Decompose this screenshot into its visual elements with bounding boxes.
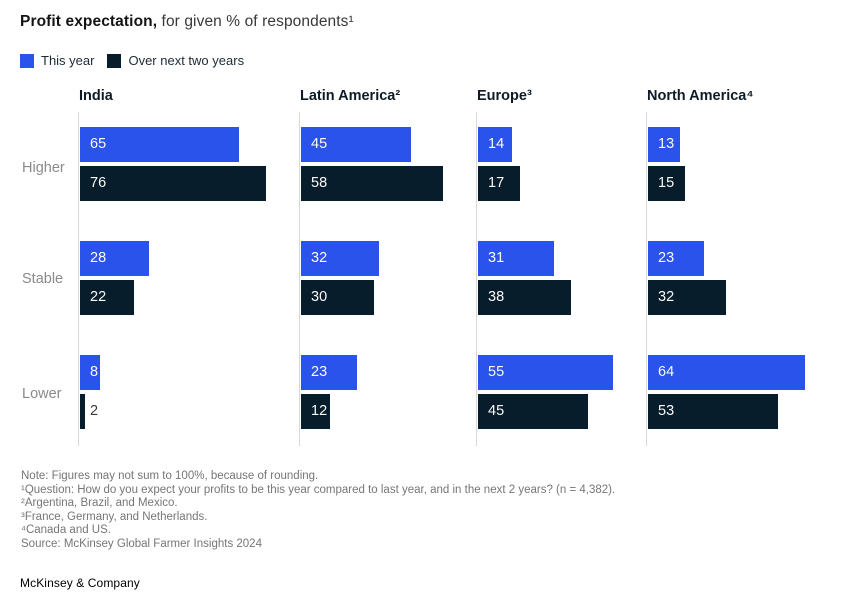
bar-value-label: 14	[488, 136, 505, 152]
bar-value-label: 32	[311, 250, 328, 266]
bar-this-year: 45	[301, 127, 411, 162]
legend-item-this-year: This year	[20, 53, 94, 68]
panel-europe: Europe³ 14 17 31 38 55 45	[476, 88, 646, 446]
bar-value-label: 64	[658, 364, 675, 380]
bar-value-label: 15	[658, 175, 675, 191]
footnote-source: Source: McKinsey Global Farmer Insights …	[21, 537, 262, 550]
bar-value-label: 38	[488, 289, 505, 305]
bar-group-latam-stable: 32 30	[301, 241, 476, 315]
bar-value-label: 23	[311, 364, 328, 380]
bar-value-label: 55	[488, 364, 505, 380]
bar-this-year: 23	[648, 241, 704, 276]
legend-label-this-year: This year	[41, 53, 95, 68]
bar-this-year: 55	[478, 355, 613, 390]
panel-header-latin-america: Latin America²	[300, 88, 401, 104]
bar-next-two-years: 15	[648, 166, 685, 201]
bar-group-na-lower: 64 53	[648, 355, 847, 429]
bar-group-india-higher: 65 76	[80, 127, 299, 201]
footnote-2: ²Argentina, Brazil, and Mexico.	[21, 497, 178, 509]
bar-group-na-higher: 13 15	[648, 127, 847, 201]
bar-group-latam-lower: 23 12	[301, 355, 476, 429]
footnote-4: ⁴Canada and US.	[21, 524, 111, 536]
bar-value-label: 23	[658, 250, 675, 266]
bar-value-label: 12	[311, 403, 328, 419]
bar-this-year: 31	[478, 241, 554, 276]
legend-swatch-next-two-years-icon	[107, 53, 122, 68]
bar-this-year: 13	[648, 127, 680, 162]
bar-group-india-stable: 28 22	[80, 241, 299, 315]
bar-value-label: 8	[90, 364, 99, 380]
bar-value-label: 13	[658, 136, 675, 152]
bar-group-europe-higher: 14 17	[478, 127, 646, 201]
bar-next-two-years: 17	[478, 166, 520, 201]
panel-header-europe: Europe³	[477, 88, 532, 104]
bar-this-year: 65	[80, 127, 239, 162]
row-label-higher: Higher	[22, 160, 65, 176]
bar-group-latam-higher: 45 58	[301, 127, 476, 201]
mckinsey-logo: McKinsey & Company	[20, 576, 140, 590]
bar-value-label: 2	[90, 403, 99, 419]
bar-this-year: 64	[648, 355, 805, 390]
footnote-3: ³France, Germany, and Netherlands.	[21, 510, 208, 523]
bar-value-label: 17	[488, 175, 505, 191]
bar-next-two-years: 22	[80, 280, 134, 315]
bar-next-two-years: 53	[648, 394, 778, 429]
bar-next-two-years: 76	[80, 166, 266, 201]
bar-value-label: 22	[90, 289, 107, 305]
panel-latin-america: Latin America² 45 58 32 30 23 12	[299, 88, 476, 446]
bar-group-europe-lower: 55 45	[478, 355, 646, 429]
bar-group-na-stable: 23 32	[648, 241, 847, 315]
bar-this-year: 14	[478, 127, 512, 162]
bar-this-year: 23	[301, 355, 357, 390]
legend-swatch-this-year-icon	[20, 53, 34, 68]
bar-this-year: 32	[301, 241, 379, 276]
bar-group-india-lower: 8 2	[80, 355, 299, 429]
page-title: Profit expectation, for given % of respo…	[20, 13, 354, 31]
bar-value-label: 53	[658, 403, 675, 419]
bar-next-two-years: 58	[301, 166, 443, 201]
row-label-stable: Stable	[22, 271, 64, 287]
legend-item-next-two-years: Over next two years	[107, 53, 244, 68]
bar-value-label: 30	[311, 289, 328, 305]
bar-value-label: 58	[311, 175, 328, 191]
row-label-lower: Lower	[22, 386, 62, 402]
bar-this-year: 8	[80, 355, 100, 390]
bar-value-label: 45	[488, 403, 505, 419]
bar-value-label: 32	[658, 289, 675, 305]
panel-header-north-america: North America⁴	[647, 88, 754, 104]
bar-group-europe-stable: 31 38	[478, 241, 646, 315]
footnote-note: Note: Figures may not sum to 100%, becau…	[21, 470, 319, 482]
legend: This year Over next two years	[20, 53, 244, 68]
page-title-subtext: for given % of respondents¹	[157, 13, 354, 30]
bar-value-label: 76	[90, 175, 107, 191]
panel-india: India 65 76 28 22 8 2	[78, 88, 299, 446]
bar-value-label: 65	[90, 136, 107, 152]
bar-next-two-years: 45	[478, 394, 588, 429]
bar-value-label: 31	[488, 250, 505, 266]
panel-header-india: India	[79, 88, 113, 104]
bar-value-label: 28	[90, 250, 107, 266]
bar-next-two-years: 12	[301, 394, 330, 429]
bar-value-label: 45	[311, 136, 328, 152]
footnotes: Note: Figures may not sum to 100%, becau…	[21, 470, 615, 551]
bar-next-two-years: 2	[80, 394, 98, 429]
bar-next-two-years: 38	[478, 280, 571, 315]
bar-this-year: 28	[80, 241, 149, 276]
legend-label-next-two-years: Over next two years	[128, 53, 245, 68]
page-title-emphasis: Profit expectation,	[20, 13, 158, 30]
bar-next-two-years: 30	[301, 280, 374, 315]
footnote-question: ¹Question: How do you expect your profit…	[21, 483, 616, 496]
bar-next-two-years: 32	[648, 280, 726, 315]
panel-north-america: North America⁴ 13 15 23 32 64 53	[646, 88, 847, 446]
